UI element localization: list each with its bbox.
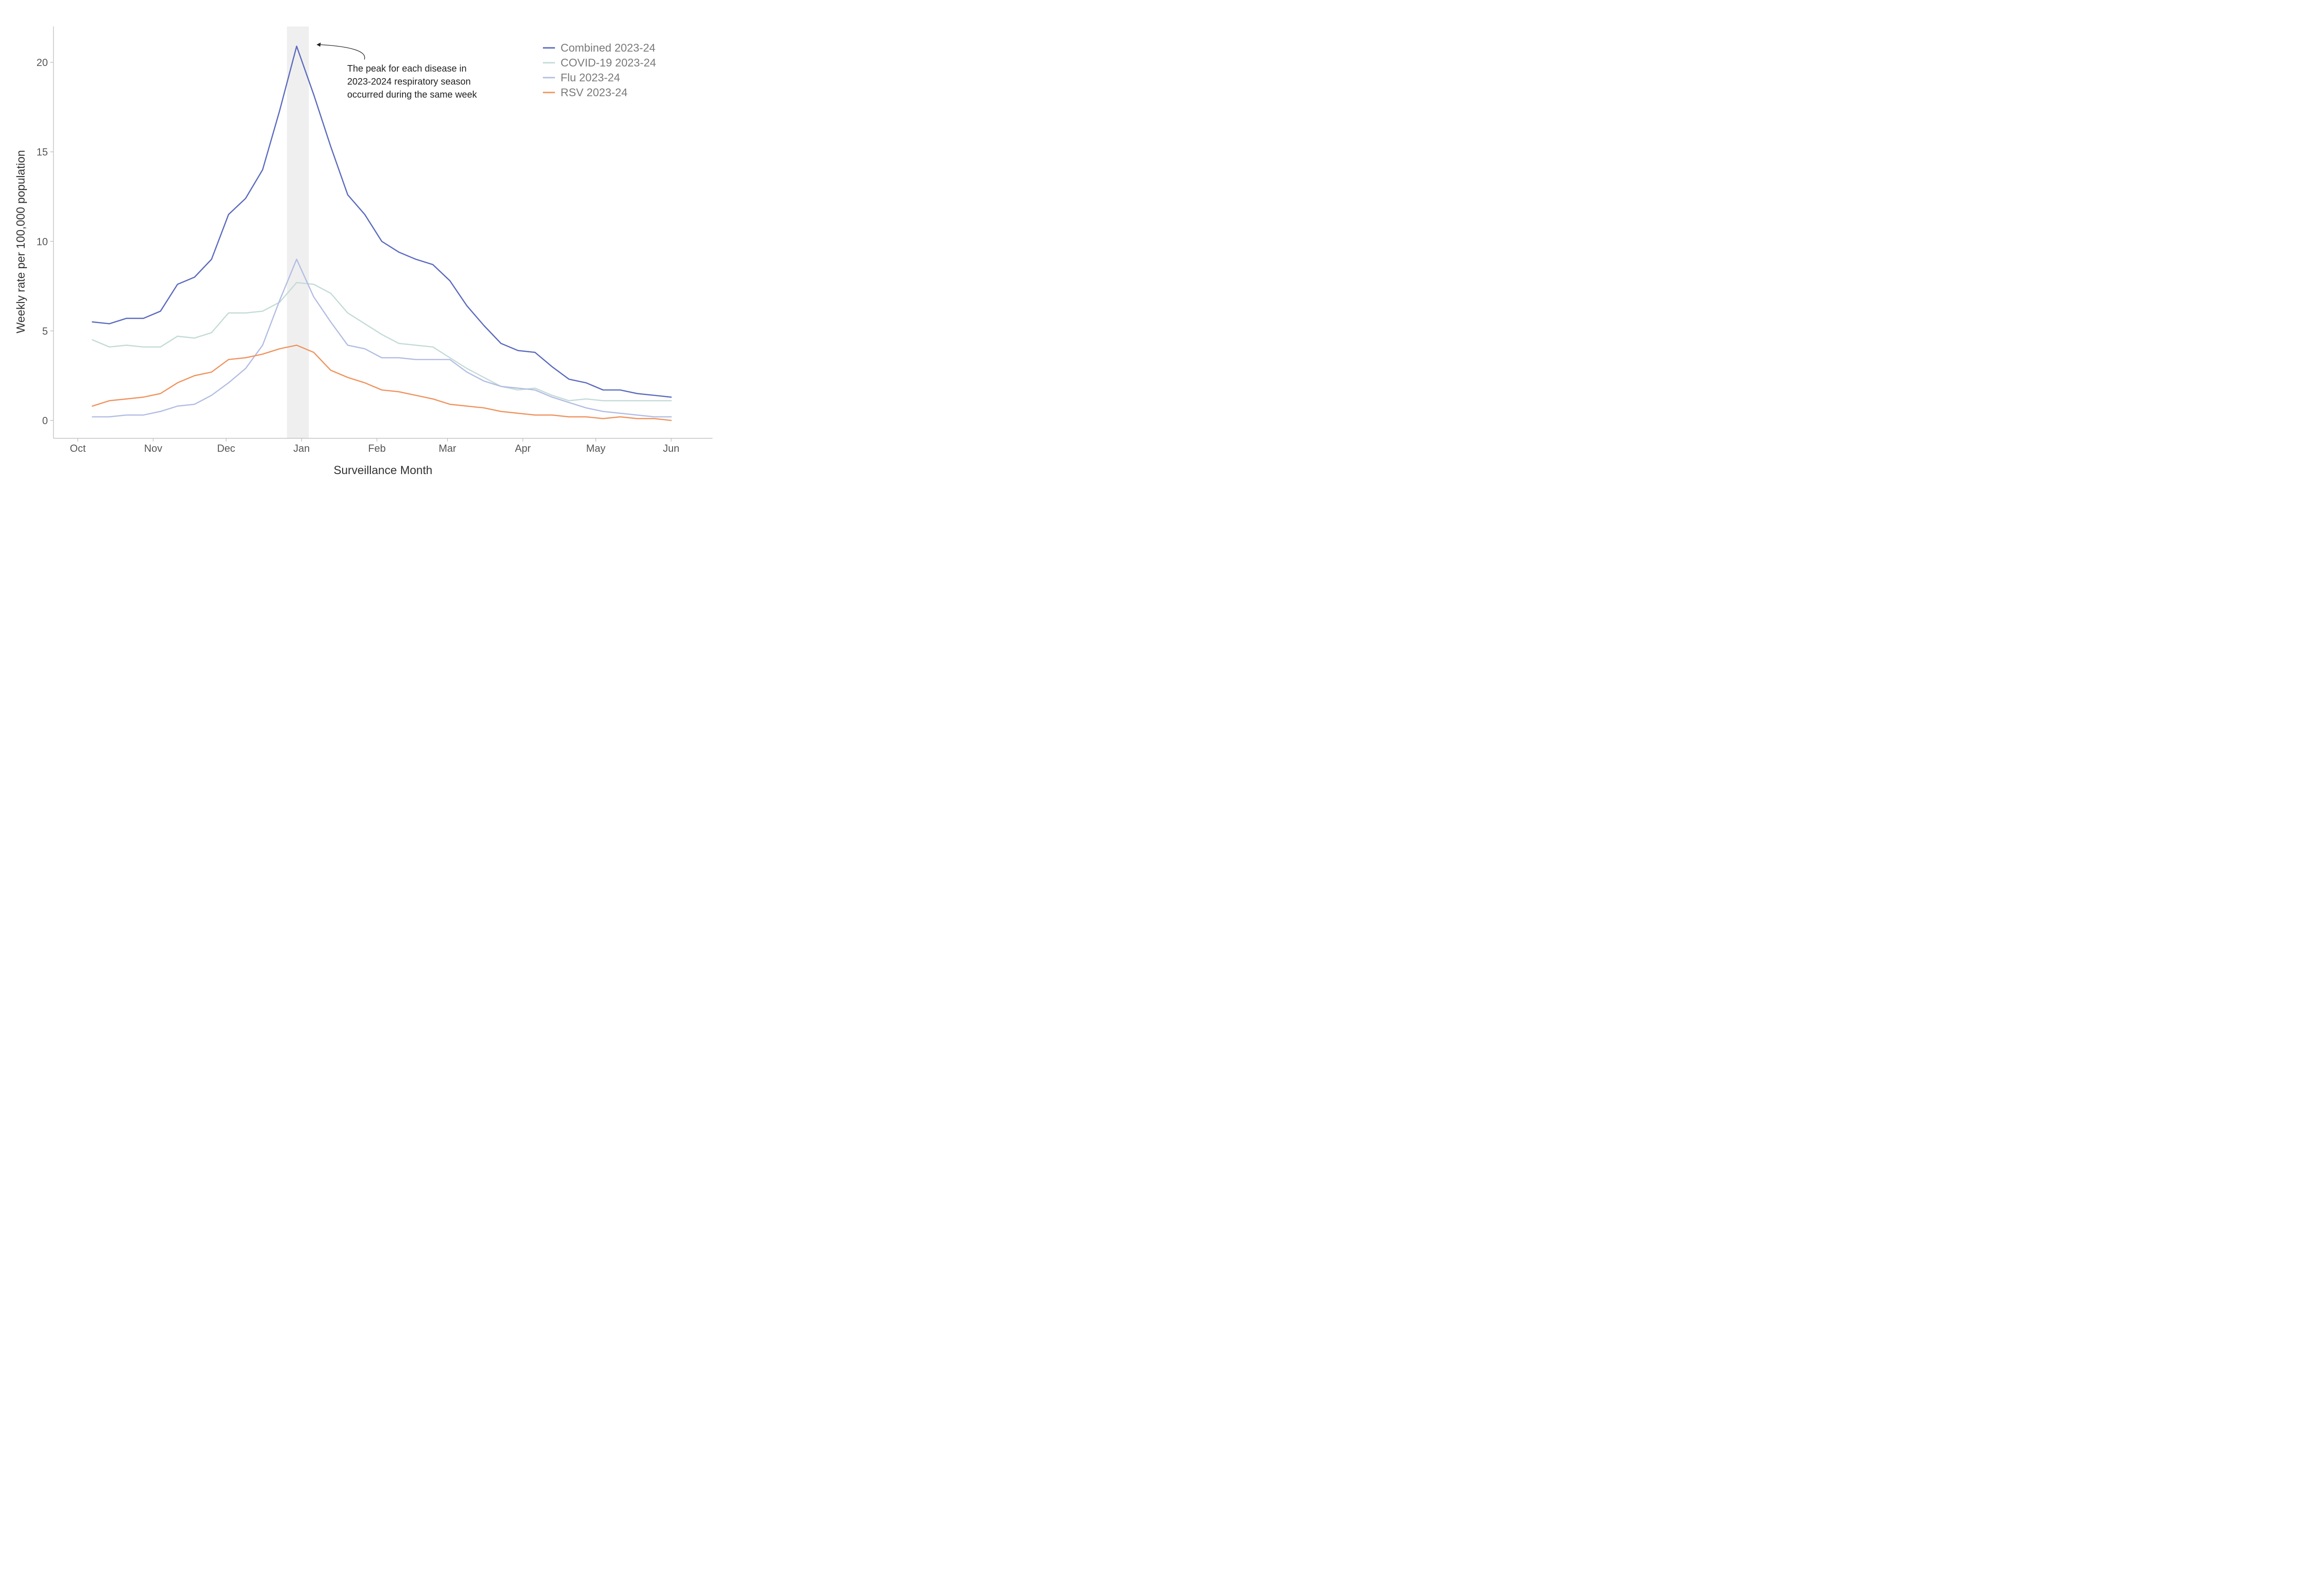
legend-label: Flu 2023-24 (561, 72, 620, 84)
x-tick-label: Mar (439, 442, 456, 454)
x-tick-label: May (586, 442, 606, 454)
annotation-line-1: The peak for each disease in (347, 64, 467, 74)
peak-week-highlight-band (287, 26, 309, 438)
legend-item: RSV 2023-24 (543, 86, 627, 99)
y-axis-title: Weekly rate per 100,000 population (14, 150, 27, 333)
annotation-line-2: 2023-2024 respiratory season (347, 77, 471, 87)
legend-label: RSV 2023-24 (561, 86, 627, 99)
x-tick-label: Dec (217, 442, 235, 454)
annotation-line-3: occurred during the same week (347, 90, 477, 100)
y-tick-label: 15 (37, 146, 48, 158)
series-line-covid-19-2023-24 (92, 282, 672, 402)
line-chart: 0 5 10 15 20 Oct Nov Dec Jan Feb Mar Apr May Jun Wee… (14, 26, 713, 477)
series-line-combined-2023-24 (92, 46, 672, 398)
x-tick-label: Jan (293, 442, 310, 454)
x-tick-label: Jun (663, 442, 679, 454)
annotation-arrowhead (317, 42, 321, 47)
axes (53, 26, 713, 439)
legend-label: Combined 2023-24 (561, 42, 655, 54)
y-tick-label: 10 (37, 236, 48, 247)
peak-annotation: The peak for each disease in 2023-2024 r… (317, 42, 477, 100)
y-axis-ticks: 0 5 10 15 20 (37, 57, 53, 426)
legend-item: Flu 2023-24 (543, 72, 620, 84)
legend-label: COVID-19 2023-24 (561, 57, 656, 69)
x-axis-title: Surveillance Month (334, 464, 433, 477)
x-tick-label: Feb (368, 442, 386, 454)
x-tick-label: Nov (144, 442, 162, 454)
legend-item: COVID-19 2023-24 (543, 57, 656, 69)
series-lines (92, 46, 672, 421)
x-tick-label: Apr (515, 442, 531, 454)
x-axis-ticks: Oct Nov Dec Jan Feb Mar Apr May Jun (70, 438, 680, 454)
y-tick-label: 20 (37, 57, 48, 68)
legend: Combined 2023-24 COVID-19 2023-24 Flu 2023… (543, 42, 656, 99)
series-line-flu-2023-24 (92, 258, 672, 418)
annotation-arrow (319, 44, 365, 60)
series-line-rsv-2023-24 (92, 344, 672, 421)
highlight-band-rect (287, 26, 309, 438)
y-tick-label: 0 (42, 415, 48, 426)
y-tick-label: 5 (42, 325, 48, 337)
legend-item: Combined 2023-24 (543, 42, 655, 54)
x-tick-label: Oct (70, 442, 86, 454)
